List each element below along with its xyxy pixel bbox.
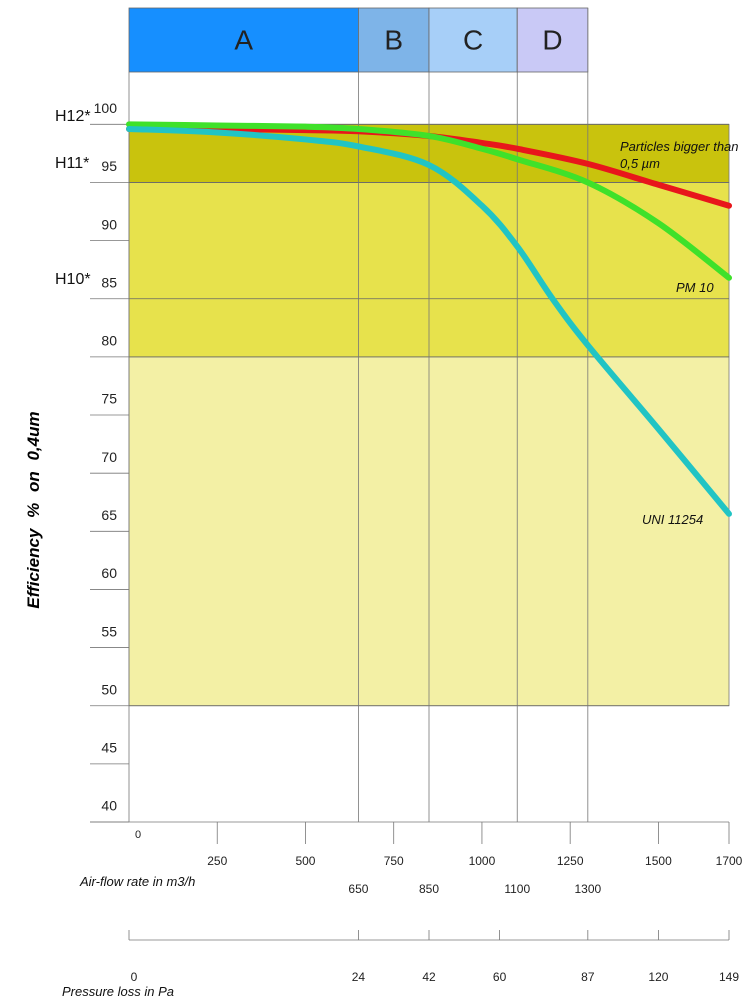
- x-tick-label: 500: [295, 854, 315, 868]
- x-tick-label-secondary: 650: [348, 882, 368, 896]
- x-tick-label: 750: [384, 854, 404, 868]
- y-tick-label: 65: [101, 507, 117, 523]
- pressure-tick-label: 24: [352, 970, 366, 984]
- pressure-tick-label: 0: [131, 970, 138, 984]
- x-tick-label: 1250: [557, 854, 584, 868]
- zone: [516, 7, 589, 73]
- x-tick-label: 250: [207, 854, 227, 868]
- zone: [428, 7, 518, 73]
- y-tick-label: 40: [101, 798, 117, 814]
- series-line: [126, 121, 732, 281]
- y-tick-label: 60: [101, 565, 117, 581]
- x-tick-label-secondary: 1300: [574, 882, 601, 896]
- class-label: H12*: [55, 108, 91, 125]
- x-tick-label: 1500: [645, 854, 672, 868]
- series-label: Particles bigger than 0,5 µm: [620, 139, 739, 171]
- y-tick-label: 85: [101, 274, 117, 290]
- series-label: UNI 11254: [642, 512, 704, 527]
- y-tick-label: 55: [101, 623, 117, 639]
- series-line: [126, 125, 732, 517]
- zone-label: C: [463, 24, 483, 55]
- zone: [128, 7, 359, 73]
- y-tick-label: 90: [101, 216, 117, 232]
- class-label: H10*: [55, 271, 91, 288]
- x-tick-label-secondary: 850: [419, 882, 439, 896]
- zone-label: B: [384, 24, 403, 55]
- pressure-tick-label: 42: [422, 970, 436, 984]
- x-tick-label: 1700: [716, 854, 743, 868]
- y-tick-label: 95: [101, 158, 117, 174]
- x-axis-title: Air-flow rate in m3/h: [80, 874, 196, 889]
- x2-axis-title: Pressure loss in Pa: [62, 984, 174, 999]
- pressure-tick-label: 87: [581, 970, 595, 984]
- x-tick-label: 0: [135, 829, 141, 841]
- y-tick-label: 80: [101, 333, 117, 349]
- zone-label: A: [234, 24, 253, 55]
- y-tick-label: 50: [101, 681, 117, 697]
- x-tick-label: 1000: [469, 854, 496, 868]
- pressure-tick-label: 60: [493, 970, 507, 984]
- x-tick-label-secondary: 1100: [504, 882, 530, 896]
- y-tick-label: 100: [94, 100, 118, 116]
- y-tick-label: 70: [101, 449, 117, 465]
- y-tick-label: 45: [101, 740, 117, 756]
- pressure-tick-label: 120: [648, 970, 668, 984]
- class-label: H11*: [55, 155, 90, 172]
- series-label: PM 10: [676, 280, 714, 295]
- zone: [358, 7, 430, 73]
- zone-label: D: [542, 24, 562, 55]
- y-tick-label: 75: [101, 391, 117, 407]
- pressure-tick-label: 149: [719, 970, 739, 984]
- y-axis-title: Efficiency % on 0,4um: [24, 411, 43, 609]
